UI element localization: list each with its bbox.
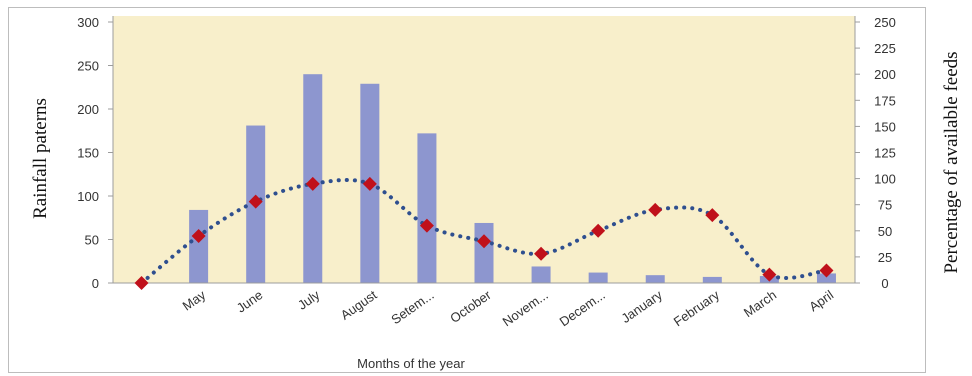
feeds-marker [362, 176, 377, 191]
feeds-marker [477, 234, 491, 249]
y-tick-label: 150 [77, 146, 99, 161]
y-tick-label: 50 [85, 233, 99, 248]
y-tick-label: 200 [77, 102, 99, 117]
y-tick-label: 250 [77, 59, 99, 74]
y2-tick-label: 0 [881, 276, 888, 291]
feeds-marker [819, 263, 834, 278]
x-tick-label: October [447, 287, 494, 326]
feeds-marker [648, 202, 663, 217]
y2-axis-label: Percentage of available feeds [941, 51, 962, 273]
rainfall-bar [417, 133, 437, 283]
feeds-marker [591, 223, 606, 238]
rainfall-bar [816, 273, 836, 283]
feeds-marker [705, 208, 720, 223]
x-axis-label: Months of the year [357, 356, 465, 371]
y-tick-label: 100 [77, 189, 99, 204]
y2-tick-label: 225 [874, 41, 896, 56]
feeds-marker [762, 267, 777, 282]
y2-tick-label: 150 [874, 119, 896, 134]
x-tick-label: July [295, 287, 323, 313]
x-tick-label: June [234, 287, 266, 315]
feeds-marker [248, 194, 263, 209]
x-tick-label: Setem... [388, 287, 436, 327]
x-tick-label: May [180, 287, 209, 314]
chart-frame [8, 7, 926, 373]
feeds-marker [134, 276, 149, 290]
feeds-marker [191, 229, 206, 244]
rainfall-bar [189, 209, 209, 283]
rainfall-bar [702, 276, 722, 283]
x-tick-label: February [671, 287, 723, 329]
y2-tick-label: 75 [878, 198, 892, 213]
rainfall-bar [645, 275, 665, 283]
x-tick-label: Decem... [557, 287, 608, 329]
y2-tick-label: 25 [878, 250, 892, 265]
y-tick-label: 0 [92, 276, 99, 291]
y2-tick-label: 200 [874, 67, 896, 82]
rainfall-bar [531, 266, 551, 283]
y2-tick-label: 175 [874, 93, 896, 108]
x-tick-label: August [338, 287, 380, 323]
y2-tick-label: 50 [878, 224, 892, 239]
x-tick-label: March [741, 287, 779, 320]
y-tick-label: 300 [77, 15, 99, 30]
y2-tick-label: 125 [874, 146, 896, 161]
x-tick-label: April [806, 287, 836, 314]
rainfall-bar [474, 222, 494, 283]
x-tick-label: Novem... [500, 287, 551, 329]
feeds-marker [534, 246, 549, 261]
feeds-marker [305, 176, 320, 191]
y2-tick-label: 250 [874, 15, 896, 30]
feeds-marker [419, 218, 434, 233]
y-axis-label: Rainfall paterns [30, 98, 51, 219]
rainfall-bar [588, 272, 608, 283]
y2-tick-label: 100 [874, 172, 896, 187]
x-tick-label: January [618, 287, 665, 326]
